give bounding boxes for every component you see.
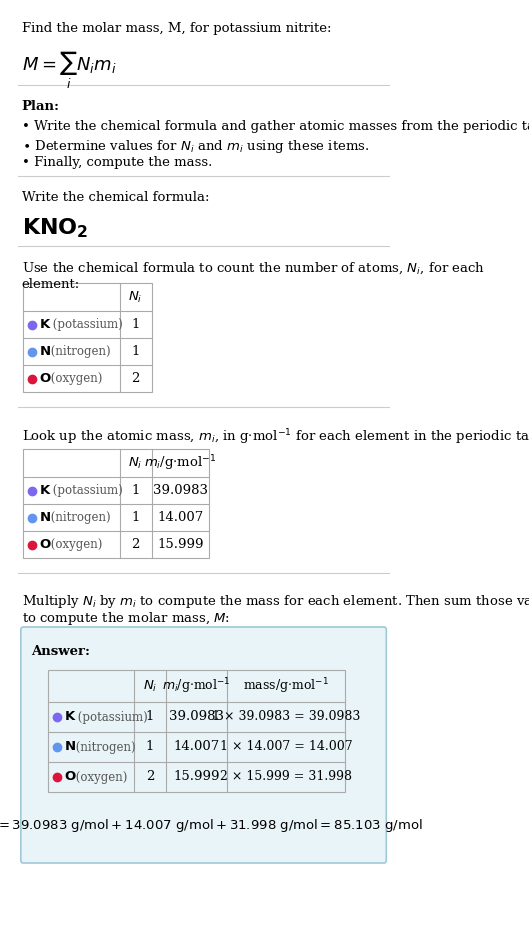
Text: 39.0983: 39.0983 [169,710,224,723]
Text: $\mathbf{N}$: $\mathbf{N}$ [39,345,51,358]
Text: $\mathbf{K}$: $\mathbf{K}$ [63,710,76,723]
Text: Use the chemical formula to count the number of atoms, $N_i$, for each element:: Use the chemical formula to count the nu… [22,261,485,291]
Text: 14.007: 14.007 [157,511,204,524]
Text: $N_i$: $N_i$ [129,455,143,471]
Text: $m_i$/g$\cdot$mol$^{-1}$: $m_i$/g$\cdot$mol$^{-1}$ [144,453,217,473]
Text: Multiply $N_i$ by $m_i$ to compute the mass for each element. Then sum those val: Multiply $N_i$ by $m_i$ to compute the m… [22,593,529,610]
Text: Find the molar mass, M, for potassium nitrite:: Find the molar mass, M, for potassium ni… [22,22,331,35]
Text: $\mathbf{N}$: $\mathbf{N}$ [63,740,76,754]
Text: 15.999: 15.999 [157,538,204,551]
Text: $M = \sum_i N_i m_i$: $M = \sum_i N_i m_i$ [22,50,116,91]
Text: 2 × 15.999 = 31.998: 2 × 15.999 = 31.998 [220,771,352,784]
Text: (nitrogen): (nitrogen) [72,740,136,754]
Bar [23,449,209,558]
Text: 1: 1 [131,511,140,524]
FancyBboxPatch shape [21,627,386,863]
Text: $\mathbf{K}$: $\mathbf{K}$ [39,318,51,331]
Text: $N_i$: $N_i$ [143,678,157,693]
Text: 39.0983: 39.0983 [153,484,208,497]
Text: 14.007: 14.007 [174,740,220,754]
Text: 1: 1 [131,484,140,497]
Text: (potassium): (potassium) [49,318,122,331]
Text: 1: 1 [131,345,140,358]
Text: (oxygen): (oxygen) [47,538,103,551]
Text: mass/g$\cdot$mol$^{-1}$: mass/g$\cdot$mol$^{-1}$ [243,676,329,696]
Text: $N_i$: $N_i$ [129,289,143,304]
Text: • Write the chemical formula and gather atomic masses from the periodic table.: • Write the chemical formula and gather … [22,120,529,133]
Text: $M = 39.0983\ \mathrm{g/mol} + 14.007\ \mathrm{g/mol} + 31.998\ \mathrm{g/mol} =: $M = 39.0983\ \mathrm{g/mol} + 14.007\ \… [0,817,423,834]
Bar [23,283,152,392]
Text: $\bullet$ Determine values for $N_i$ and $m_i$ using these items.: $\bullet$ Determine values for $N_i$ and… [22,138,369,155]
Text: $\mathbf{KNO_2}$: $\mathbf{KNO_2}$ [22,216,88,239]
Text: (nitrogen): (nitrogen) [47,345,111,358]
Text: (potassium): (potassium) [74,710,148,723]
Text: $m_i$/g$\cdot$mol$^{-1}$: $m_i$/g$\cdot$mol$^{-1}$ [162,676,231,696]
Text: Plan:: Plan: [22,100,59,113]
Text: $\mathbf{N}$: $\mathbf{N}$ [39,511,51,524]
Text: • Finally, compute the mass.: • Finally, compute the mass. [22,156,212,169]
Text: $\mathbf{O}$: $\mathbf{O}$ [39,372,51,385]
Text: (nitrogen): (nitrogen) [47,511,111,524]
Text: Write the chemical formula:: Write the chemical formula: [22,191,209,204]
Text: $\mathbf{O}$: $\mathbf{O}$ [39,538,51,551]
Bar [48,670,345,792]
Text: 2: 2 [131,372,140,385]
Text: 1 × 39.0983 = 39.0983: 1 × 39.0983 = 39.0983 [212,710,360,723]
Text: 2: 2 [131,538,140,551]
Text: 1: 1 [145,710,154,723]
Text: 1: 1 [131,318,140,331]
Text: $\mathbf{K}$: $\mathbf{K}$ [39,484,51,497]
Text: (potassium): (potassium) [49,484,122,497]
Text: $\mathbf{O}$: $\mathbf{O}$ [63,771,76,784]
Text: (oxygen): (oxygen) [47,372,103,385]
Text: 2: 2 [145,771,154,784]
Text: to compute the molar mass, $M$:: to compute the molar mass, $M$: [22,610,230,627]
Text: (oxygen): (oxygen) [72,771,127,784]
Text: 15.999: 15.999 [173,771,220,784]
Text: Look up the atomic mass, $m_i$, in g$\cdot$mol$^{-1}$ for each element in the pe: Look up the atomic mass, $m_i$, in g$\cd… [22,427,529,447]
Text: Answer:: Answer: [32,645,90,658]
Text: 1: 1 [145,740,154,754]
Text: 1 × 14.007 = 14.007: 1 × 14.007 = 14.007 [220,740,352,754]
